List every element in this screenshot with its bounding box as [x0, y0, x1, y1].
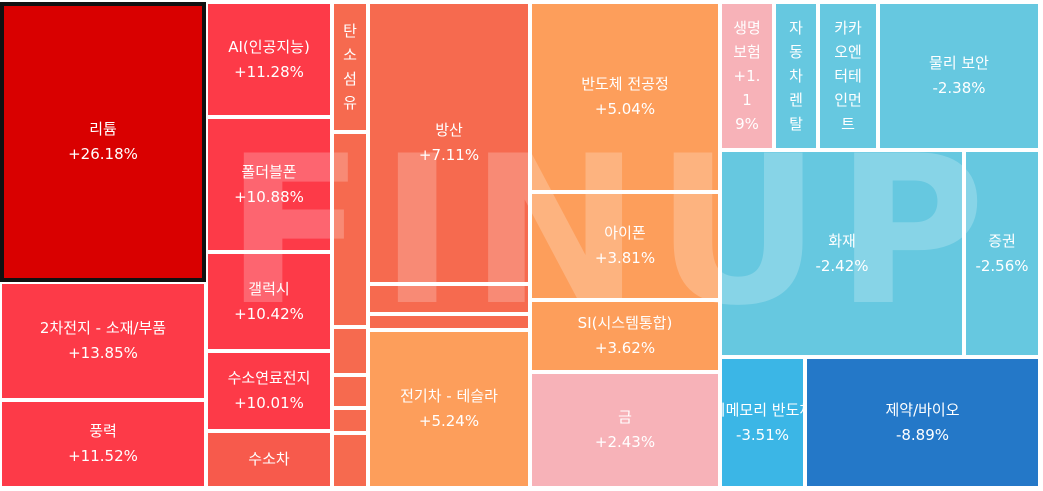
cell-change: +3.81% [594, 249, 656, 267]
cell-change: +5.04% [594, 100, 656, 118]
treemap-cell[interactable]: 화재 -2.42% [720, 150, 964, 357]
cell-label: 폴더블폰 [241, 162, 297, 181]
cell-label: 카카오엔터테인먼트 [834, 19, 862, 133]
cell-label: 탄소섬유 [343, 22, 357, 112]
treemap-cell-unlabeled[interactable] [368, 284, 530, 314]
cell-change: +1.19% [733, 67, 761, 133]
treemap-cell[interactable]: 수소연료전지 +10.01% [206, 351, 332, 431]
cell-label: 풍력 [89, 422, 117, 440]
treemap-cell[interactable]: 수소차 [206, 431, 332, 488]
treemap-cell-unlabeled[interactable] [332, 433, 368, 488]
cell-change: +2.43% [594, 433, 656, 451]
cell-label: 리튬 [89, 120, 117, 138]
treemap-cell[interactable]: 비메모리 반도체 -3.51% [720, 357, 805, 488]
cell-change: -8.89% [895, 425, 950, 444]
treemap-cell[interactable]: 리튬 +26.18% [0, 2, 206, 282]
cell-label: 수소연료전지 [227, 369, 311, 387]
treemap-cell[interactable]: 카카오엔터테인먼트 [818, 2, 878, 150]
cell-label: 2차전지 - 소재/부품 [39, 319, 167, 337]
treemap-cell[interactable]: 생명보험 +1.19% [720, 2, 774, 150]
cell-change: -3.51% [735, 425, 790, 444]
cell-change: +11.28% [234, 62, 304, 81]
cell-change: +26.18% [68, 145, 138, 163]
treemap-cell[interactable]: 전기차 - 테슬라 +5.24% [368, 330, 530, 488]
cell-change: +13.85% [68, 344, 138, 362]
cell-label: 반도체 전공정 [581, 75, 669, 93]
treemap-cell-unlabeled[interactable] [332, 327, 368, 375]
treemap-cell[interactable]: 폴더블폰 +10.88% [206, 117, 332, 252]
cell-change: +3.62% [594, 339, 656, 357]
treemap-cell[interactable]: 방산 +7.11% [368, 2, 530, 284]
cell-change: -2.42% [815, 256, 869, 275]
treemap-cell[interactable]: 증권 -2.56% [964, 150, 1040, 357]
cell-label: 자동차렌탈 [789, 19, 803, 133]
cell-change: -2.56% [975, 256, 1029, 275]
treemap-cell[interactable]: 반도체 전공정 +5.04% [530, 2, 720, 192]
treemap-cell[interactable]: 물리 보안 -2.38% [878, 2, 1040, 150]
treemap-cell[interactable]: 탄소섬유 [332, 2, 368, 132]
cell-label: 갤럭시 [248, 279, 290, 298]
treemap-cell[interactable]: 풍력 +11.52% [0, 400, 206, 488]
cell-change: -2.38% [932, 79, 986, 97]
cell-label: 화재 [828, 231, 856, 250]
cell-label: 금 [618, 408, 632, 426]
cell-change: +10.42% [234, 304, 304, 323]
treemap-cell[interactable]: 자동차렌탈 [774, 2, 818, 150]
treemap-cell[interactable]: 갤럭시 +10.42% [206, 252, 332, 351]
cell-label: 물리 보안 [929, 54, 989, 72]
cell-label: 방산 [435, 121, 463, 139]
cell-label: 수소차 [248, 450, 290, 468]
cell-change: +10.01% [234, 394, 304, 412]
cell-label: 제약/바이오 [885, 400, 960, 419]
treemap-cell[interactable]: 제약/바이오 -8.89% [805, 357, 1040, 488]
treemap-cell[interactable]: 금 +2.43% [530, 372, 720, 488]
cell-label: 비메모리 반도체 [722, 400, 803, 419]
treemap-cell[interactable]: 2차전지 - 소재/부품 +13.85% [0, 282, 206, 400]
cell-change: +7.11% [418, 146, 480, 164]
cell-change: +5.24% [418, 412, 480, 430]
cell-label: 전기차 - 테슬라 [400, 387, 498, 405]
cell-change: +10.88% [234, 187, 304, 206]
treemap-cell[interactable]: 아이폰 +3.81% [530, 192, 720, 300]
cell-label: SI(시스템통합) [577, 314, 673, 332]
cell-label: 증권 [988, 231, 1016, 250]
cell-label: 생명보험 [733, 19, 761, 61]
treemap-cell-unlabeled[interactable] [332, 132, 368, 327]
treemap-cell[interactable]: AI(인공지능) +11.28% [206, 2, 332, 117]
treemap-cell-unlabeled[interactable] [332, 375, 368, 408]
treemap-cell-unlabeled[interactable] [368, 314, 530, 330]
treemap-cell[interactable]: SI(시스템통합) +3.62% [530, 300, 720, 372]
cell-label: AI(인공지능) [228, 37, 310, 56]
cell-label: 아이폰 [604, 224, 646, 242]
cell-change: +11.52% [68, 447, 138, 465]
treemap-cell-unlabeled[interactable] [332, 408, 368, 433]
